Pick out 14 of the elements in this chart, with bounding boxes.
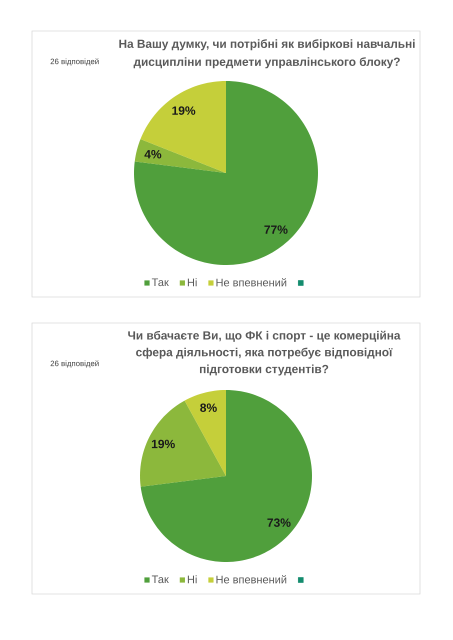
- legend-label: Так: [152, 278, 169, 286]
- data-label: 19%: [152, 440, 175, 448]
- data-label: 77%: [264, 225, 288, 234]
- legend-label: Ні: [188, 278, 197, 286]
- data-label: 19%: [172, 106, 196, 115]
- legend-label: Ні: [188, 575, 197, 584]
- chart-title: Чи вбачаєте Ви, що ФК і спорт - це комерційна сфера діяльності, яка потребує відповідної підготовки студентів?: [128, 330, 401, 376]
- chart-title: На Вашу думку, чи потрібні як вибіркові навчальні дисципліни предмети управлінського блоку?: [119, 39, 415, 68]
- legend-label: Не впевнений: [216, 575, 286, 584]
- legend-label: Так: [152, 575, 169, 584]
- data-label: 73%: [267, 518, 291, 527]
- legend-label: Не впевнений: [216, 278, 286, 286]
- data-label: 4%: [144, 150, 162, 158]
- data-label: 8%: [200, 403, 217, 412]
